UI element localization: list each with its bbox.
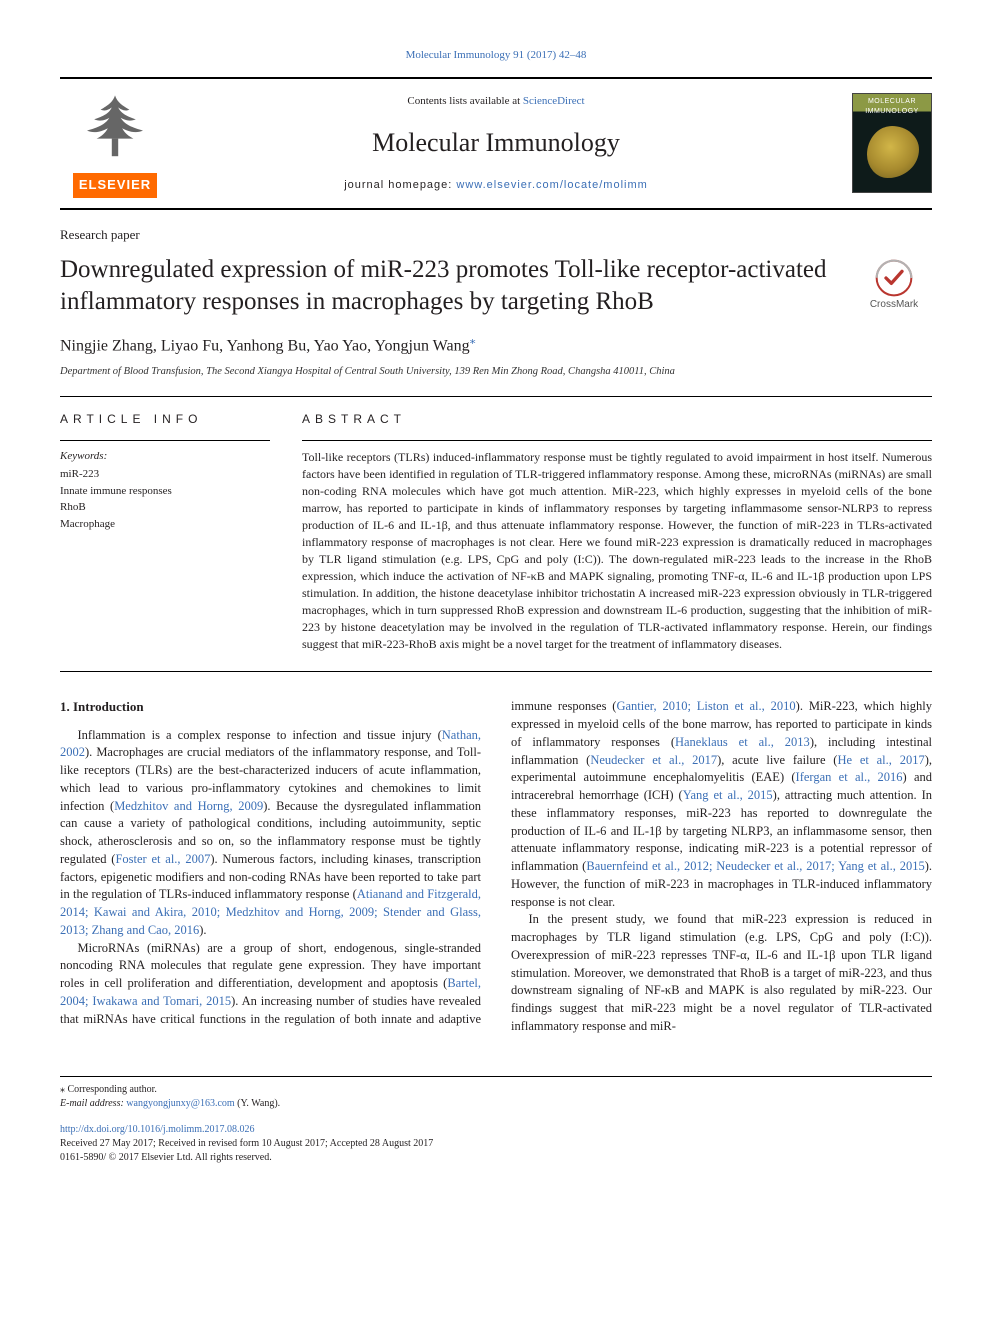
crossmark-badge[interactable]: CrossMark — [856, 258, 932, 312]
citation-link[interactable]: Bauernfeind et al., 2012; Neudecker et a… — [586, 859, 924, 873]
divider — [60, 440, 270, 441]
crossmark-label: CrossMark — [870, 298, 918, 312]
keyword: Macrophage — [60, 516, 270, 533]
journal-homepage-link[interactable]: www.elsevier.com/locate/molimm — [456, 179, 647, 191]
citation-link[interactable]: Medzhitov and Horng, 2009 — [114, 799, 263, 813]
journal-cover-thumb: MOLECULAR IMMUNOLOGY — [852, 93, 932, 193]
footnote-block: ⁎ Corresponding author. E-mail address: … — [60, 1076, 932, 1165]
citation-link[interactable]: Neudecker et al., 2017 — [590, 753, 717, 767]
citation-link[interactable]: Ifergan et al., 2016 — [796, 770, 903, 784]
author-list: Ningjie Zhang, Liyao Fu, Yanhong Bu, Yao… — [60, 332, 932, 358]
keyword: RhoB — [60, 499, 270, 516]
abstract-text: Toll-like receptors (TLRs) induced-infla… — [302, 449, 932, 653]
citation-link[interactable]: Haneklaus et al., 2013 — [675, 735, 810, 749]
citation-link[interactable]: He et al., 2017 — [837, 753, 924, 767]
body-text: 1. Introduction Inflammation is a comple… — [60, 698, 932, 1035]
keyword: miR-223 — [60, 466, 270, 483]
journal-homepage: journal homepage: www.elsevier.com/locat… — [170, 178, 822, 193]
article-info-head: ARTICLE INFO — [60, 411, 270, 428]
abstract-head: ABSTRACT — [302, 411, 932, 428]
divider — [60, 671, 932, 672]
publisher-wordmark: ELSEVIER — [73, 173, 157, 197]
email-line: E-mail address: wangyongjunxy@163.com (Y… — [60, 1097, 932, 1111]
elsevier-tree-icon — [75, 89, 155, 169]
citation-link[interactable]: Foster et al., 2007 — [115, 852, 210, 866]
affiliation: Department of Blood Transfusion, The Sec… — [60, 365, 932, 380]
article-title: Downregulated expression of miR-223 prom… — [60, 254, 844, 318]
paper-type-label: Research paper — [60, 226, 932, 244]
citation-link[interactable]: Gantier, 2010; Liston et al., 2010 — [616, 699, 795, 713]
corresponding-author-note: ⁎ Corresponding author. — [60, 1083, 932, 1097]
issn-copyright: 0161-5890/ © 2017 Elsevier Ltd. All righ… — [60, 1151, 932, 1165]
received-dates: Received 27 May 2017; Received in revise… — [60, 1137, 932, 1151]
section-heading: 1. Introduction — [60, 698, 481, 716]
contents-available: Contents lists available at ScienceDirec… — [170, 94, 822, 109]
divider — [60, 396, 932, 397]
journal-issue-link[interactable]: Molecular Immunology 91 (2017) 42–48 — [60, 48, 932, 63]
keyword: Innate immune responses — [60, 483, 270, 500]
email-link[interactable]: wangyongjunxy@163.com — [126, 1098, 234, 1109]
journal-header: ELSEVIER Contents lists available at Sci… — [60, 77, 932, 209]
citation-link[interactable]: Yang et al., 2015 — [683, 788, 773, 802]
keywords-label: Keywords: — [60, 449, 270, 464]
doi-link[interactable]: http://dx.doi.org/10.1016/j.molimm.2017.… — [60, 1124, 255, 1135]
publisher-logo: ELSEVIER — [60, 89, 170, 197]
divider — [302, 440, 932, 441]
crossmark-icon — [874, 258, 914, 298]
corresponding-marker[interactable]: ⁎ — [470, 333, 476, 347]
journal-name: Molecular Immunology — [170, 111, 822, 177]
sciencedirect-link[interactable]: ScienceDirect — [523, 95, 585, 107]
